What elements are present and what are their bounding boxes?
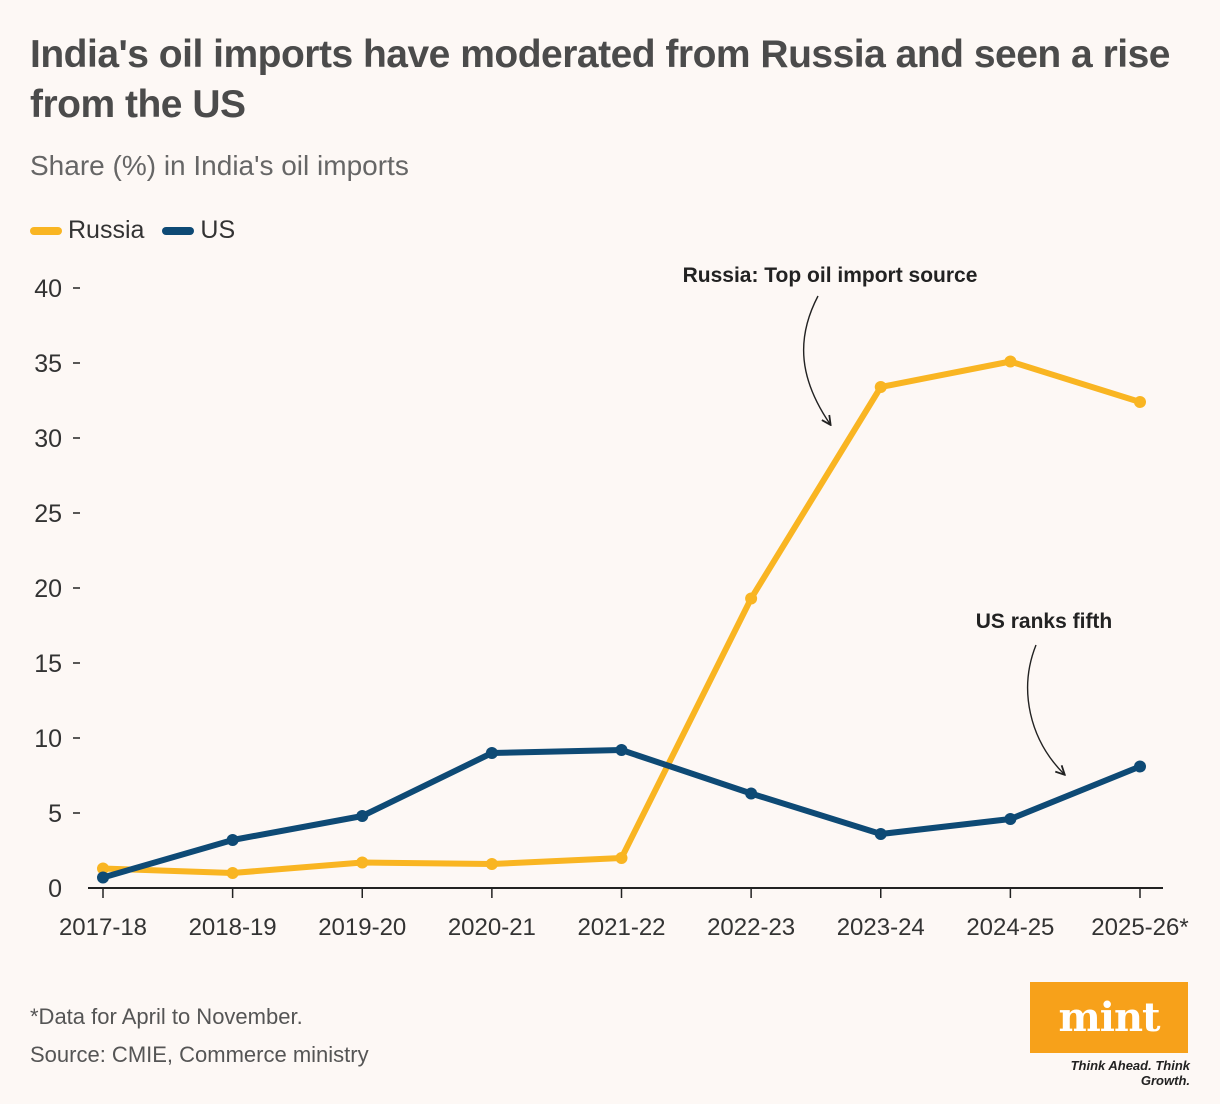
- data-point-russia: [1134, 396, 1146, 408]
- data-point-us: [226, 834, 239, 846]
- data-point-us: [1134, 760, 1146, 773]
- y-tick-label: 30: [34, 425, 62, 453]
- x-tick-label: 2025-26*: [1091, 914, 1188, 941]
- y-tick-label: 10: [34, 725, 62, 753]
- data-point-russia: [1004, 355, 1017, 368]
- legend-item-russia: Russia: [30, 216, 144, 245]
- data-point-us: [615, 744, 628, 756]
- x-tick-label: 2017-18: [59, 914, 147, 941]
- data-point-russia: [745, 592, 758, 605]
- legend-swatch-russia: [30, 226, 62, 235]
- footnote: *Data for April to November.: [30, 1004, 303, 1029]
- data-point-russia: [356, 856, 369, 869]
- x-tick-label: 2021-22: [577, 914, 665, 941]
- y-tick-label: 25: [34, 500, 62, 528]
- data-point-us: [745, 787, 758, 800]
- legend-label-russia: Russia: [68, 216, 145, 244]
- chart-title: India's oil imports have moderated from …: [30, 33, 1170, 126]
- annotation-arrow-russia: [802, 295, 830, 424]
- data-point-russia: [874, 381, 887, 393]
- data-point-us: [874, 828, 887, 840]
- y-tick-label: 40: [34, 275, 62, 303]
- y-tick-label: 5: [48, 800, 62, 828]
- logo-wordmark: mint: [1058, 994, 1160, 1041]
- y-tick-label: 20: [34, 575, 62, 603]
- data-point-russia: [615, 852, 628, 864]
- mint-logo: mint: [1030, 982, 1188, 1053]
- data-point-us: [1004, 813, 1017, 825]
- x-tick-label: 2023-24: [837, 914, 925, 941]
- legend: Russia US: [30, 216, 253, 245]
- line-chart: 0 5 10 15 20 25 30 35 40 2017-18 2018-19 2019-20 202…: [34, 264, 1189, 941]
- data-point-russia: [485, 858, 498, 870]
- data-point-russia: [97, 862, 109, 875]
- legend-item-us: US: [162, 216, 235, 245]
- annotation-arrow-us: [1026, 644, 1064, 774]
- chart-subtitle: Share (%) in India's oil imports: [30, 150, 409, 181]
- y-tick-label: 0: [48, 875, 62, 903]
- source-note: Source: CMIE, Commerce ministry: [30, 1042, 369, 1067]
- annotation-russia: Russia: Top oil import source: [683, 264, 978, 287]
- logo-tagline: Think Ahead. Think Growth.: [1070, 1058, 1190, 1088]
- x-tick-label: 2019-20: [318, 914, 406, 941]
- data-point-us: [485, 747, 498, 759]
- x-tick-label: 2024-25: [966, 914, 1054, 941]
- annotation-us: US ranks fifth: [976, 610, 1113, 633]
- y-tick-label: 35: [34, 350, 62, 378]
- legend-swatch-us: [162, 226, 195, 235]
- legend-label-us: US: [200, 216, 236, 244]
- data-point-us: [97, 871, 109, 884]
- x-tick-label: 2022-23: [707, 914, 795, 941]
- y-tick-label: 15: [34, 650, 62, 678]
- x-tick-label: 2018-19: [189, 914, 277, 941]
- x-tick-label: 2020-21: [448, 914, 536, 941]
- data-point-us: [356, 810, 369, 822]
- data-point-russia: [226, 867, 239, 879]
